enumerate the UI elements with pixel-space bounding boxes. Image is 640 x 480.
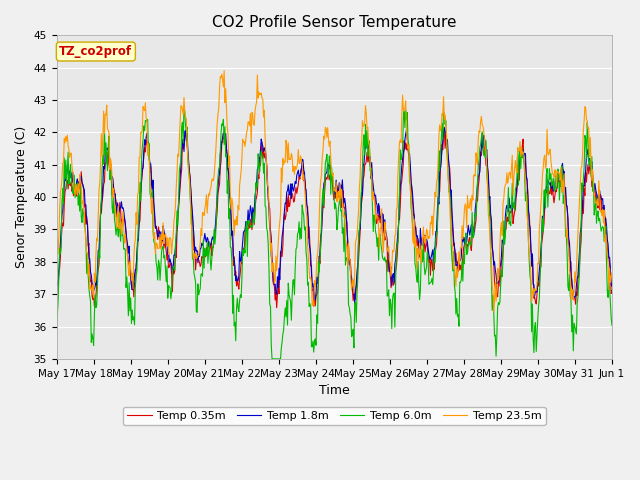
Temp 0.35m [205,243,213,249]
Temp 6.0m [176,162,184,168]
Temp 0.35m [440,124,448,130]
Temp 1.8m [419,240,426,246]
Temp 6.0m [180,104,188,110]
Temp 1.8m [608,284,616,289]
Temp 23.5m [419,235,426,241]
Temp 6.0m [608,323,616,328]
Temp 0.35m [608,288,616,293]
Temp 0.35m [176,184,184,190]
Temp 0.35m [52,297,60,302]
Temp 0.35m [419,238,426,244]
Temp 6.0m [120,246,127,252]
Temp 6.0m [207,257,214,263]
Temp 23.5m [176,120,184,126]
Temp 0.35m [63,180,70,185]
Temp 6.0m [52,326,60,332]
Title: CO2 Profile Sensor Temperature: CO2 Profile Sensor Temperature [212,15,456,30]
Temp 23.5m [608,270,616,276]
Temp 23.5m [490,309,497,315]
Temp 0.35m [403,147,410,153]
Line: Temp 6.0m: Temp 6.0m [56,107,612,359]
Text: TZ_co2prof: TZ_co2prof [60,45,132,58]
Temp 0.35m [273,305,280,311]
Temp 6.0m [403,109,411,115]
Temp 23.5m [52,271,60,277]
Temp 1.8m [403,127,410,133]
Temp 1.8m [440,125,448,131]
Temp 6.0m [63,185,70,191]
Line: Temp 23.5m: Temp 23.5m [56,71,612,312]
Temp 1.8m [205,244,213,250]
Temp 1.8m [52,278,60,284]
Temp 23.5m [220,68,228,73]
Temp 0.35m [120,218,127,224]
Temp 23.5m [403,128,410,133]
Temp 23.5m [205,192,213,198]
Temp 1.8m [63,172,70,178]
Legend: Temp 0.35m, Temp 1.8m, Temp 6.0m, Temp 23.5m: Temp 0.35m, Temp 1.8m, Temp 6.0m, Temp 2… [123,407,546,425]
Temp 1.8m [176,174,184,180]
Temp 1.8m [120,208,127,214]
Temp 23.5m [120,225,127,231]
Temp 1.8m [351,301,358,307]
Temp 23.5m [63,138,70,144]
Line: Temp 1.8m: Temp 1.8m [56,128,612,304]
X-axis label: Time: Time [319,384,349,397]
Temp 6.0m [420,241,428,247]
Temp 6.0m [268,356,276,362]
Y-axis label: Senor Temperature (C): Senor Temperature (C) [15,126,28,268]
Line: Temp 0.35m: Temp 0.35m [56,127,612,308]
